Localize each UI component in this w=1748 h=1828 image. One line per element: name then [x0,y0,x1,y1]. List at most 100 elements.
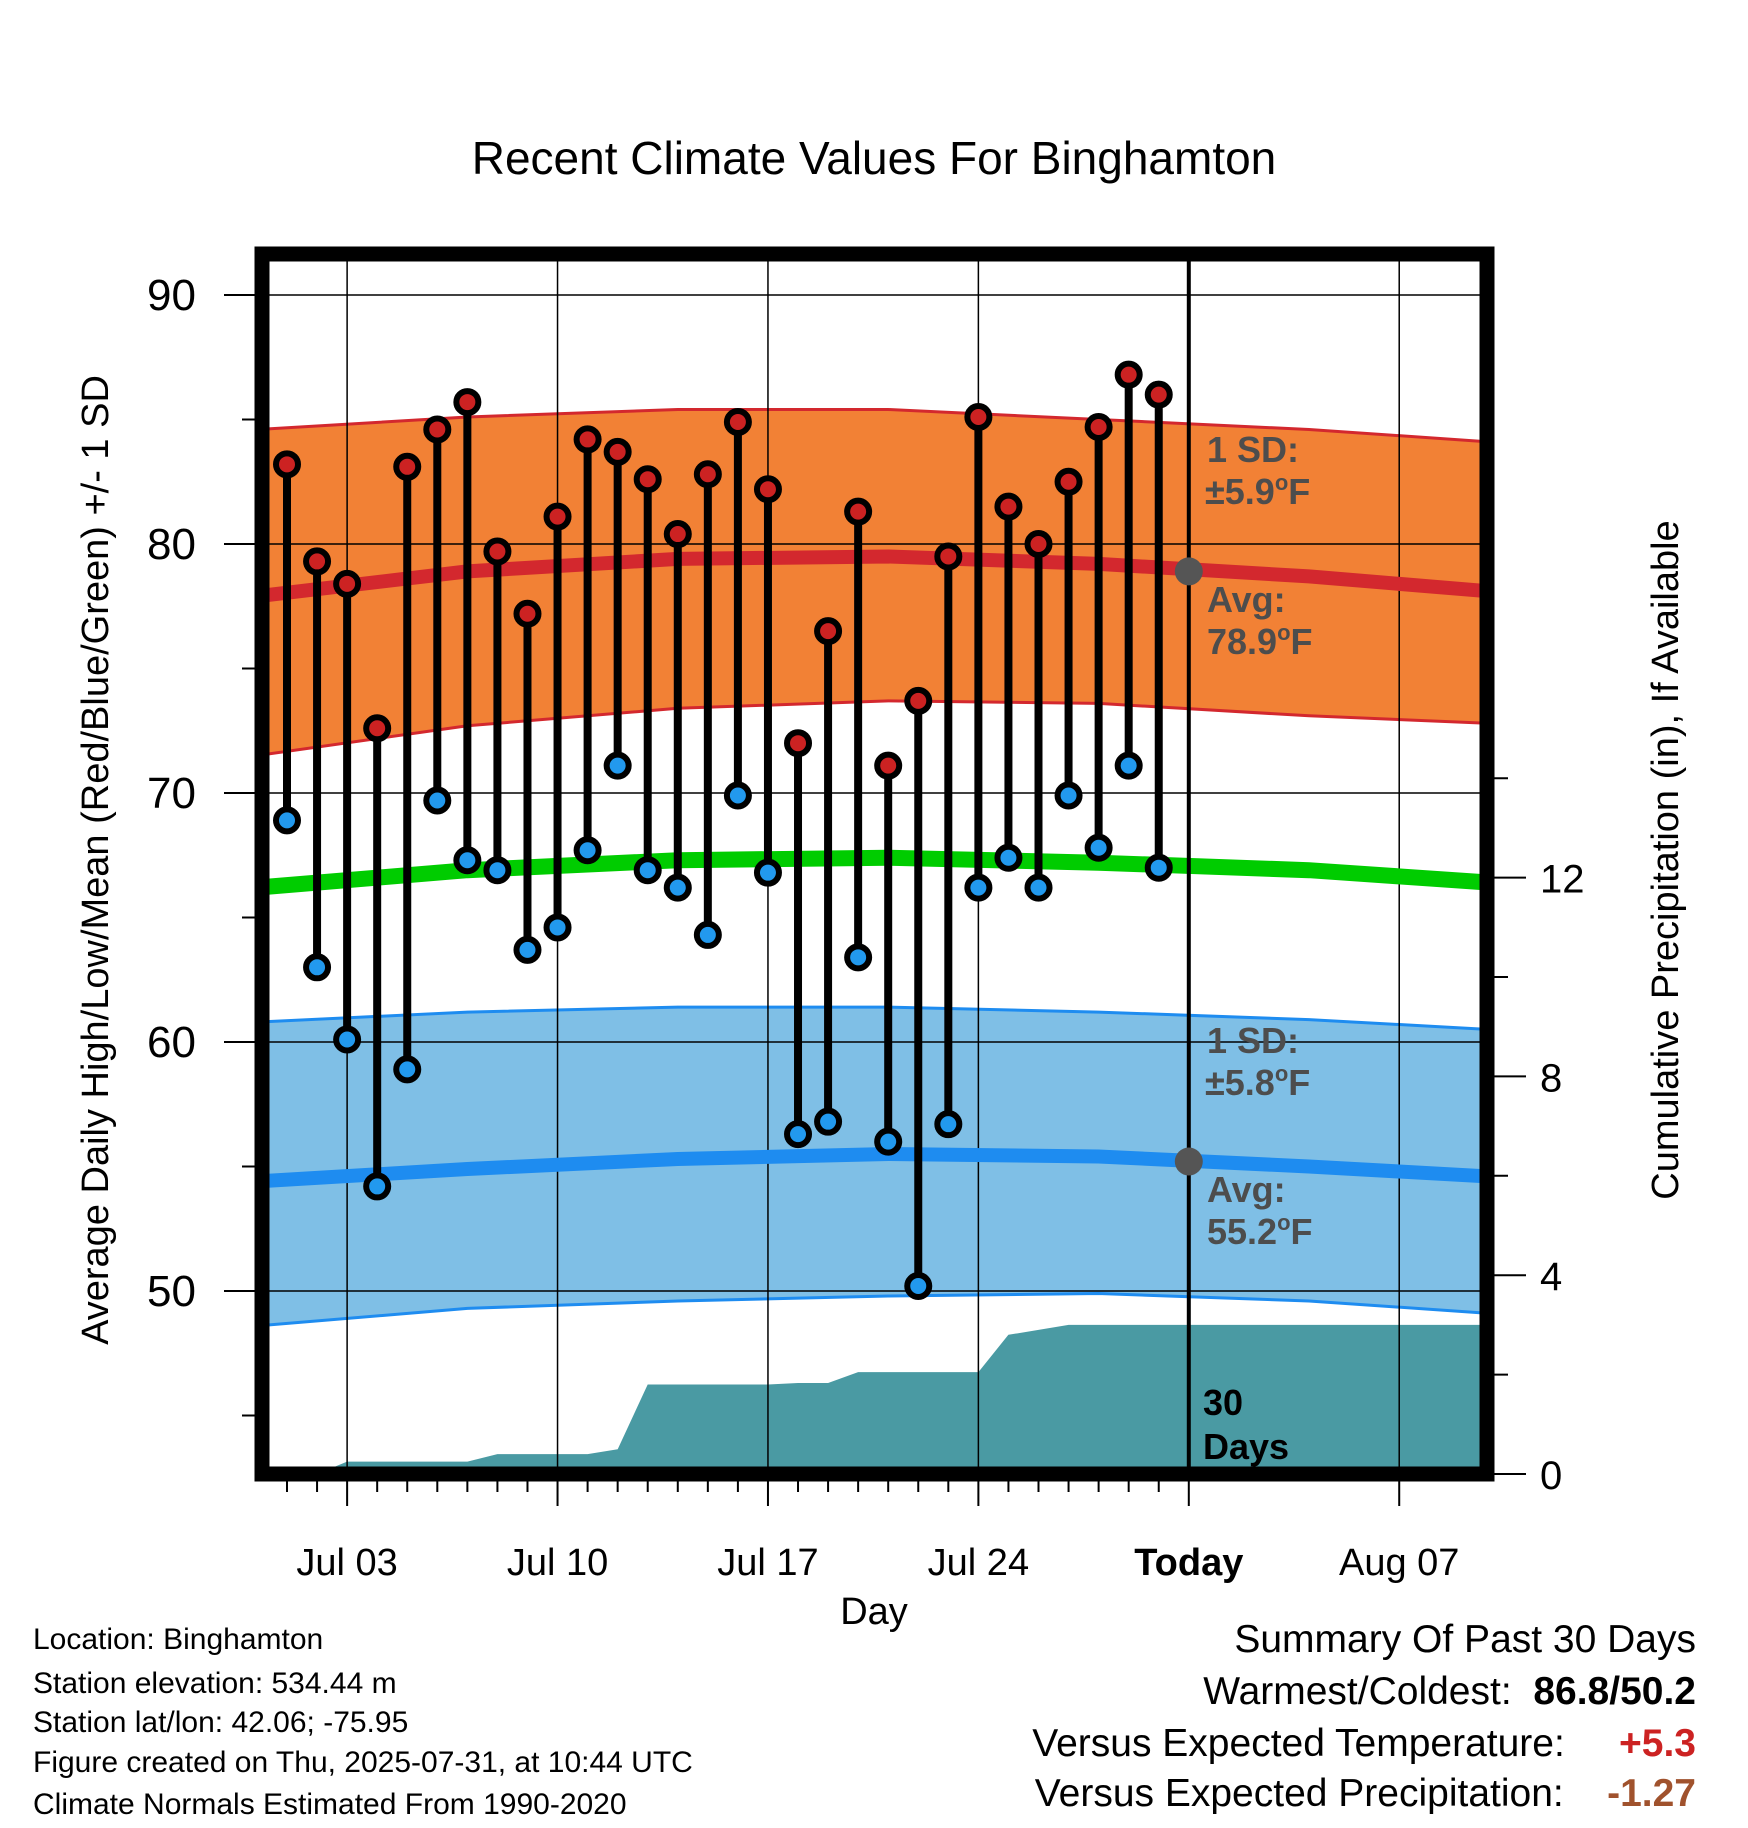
daily-high-point [1024,530,1053,558]
high-avg-value: 78.9oF [1207,620,1313,662]
summary-title: Summary Of Past 30 Days [1234,1618,1696,1661]
summary-precipitation: Versus Expected Precipitation: -1.27 [1035,1772,1696,1816]
high-sd-label: 1 SD: [1207,429,1299,470]
daily-low-point [1114,751,1143,780]
daily-low-point [573,836,602,865]
high-sd-value: ±5.9oF [1205,470,1310,512]
daily-low-point [844,943,873,972]
daily-high-point [453,388,482,417]
precip-anomaly-value: -1.27 [1607,1772,1696,1815]
daily-low-point [363,1172,392,1201]
chart-title: Recent Climate Values For Binghamton [472,132,1277,184]
daily-high-point [723,407,752,436]
daily-high-point [483,537,512,566]
y2-axis-label: Cumulative Precipitation (in), If Availa… [1645,520,1687,1199]
today-avg-low-marker [1174,1147,1203,1176]
x-tick-label: Jul 17 [717,1542,818,1584]
y2-tick-label: 4 [1540,1255,1562,1299]
daily-low-point [1024,873,1053,902]
location-text: Location: Binghamton [33,1623,324,1656]
x-axis-label: Day [840,1591,908,1633]
y-tick-label: 70 [147,769,196,818]
created-text: Figure created on Thu, 2025-07-31, at 10… [33,1746,693,1779]
low-avg-value: 55.2oF [1207,1210,1313,1252]
daily-low-point [393,1055,422,1084]
daily-high-point [753,475,782,504]
temp-anomaly-label: Versus Expected Temperature: [1032,1722,1565,1765]
daily-low-point [423,786,452,815]
y-tick-label: 80 [147,520,196,569]
window-label-number: 30 [1203,1382,1243,1423]
daily-low-point [1144,853,1173,882]
temp-anomaly-value: +5.3 [1619,1722,1696,1765]
summary-temperature: Versus Expected Temperature: +5.3 [1032,1722,1696,1766]
daily-low-point [453,846,482,875]
daily-high-point [1054,467,1083,496]
warmest-coldest-label: Warmest/Coldest: [1203,1670,1512,1713]
high-avg-label: Avg: [1207,579,1286,620]
avg-mean-line [262,849,1487,896]
daily-low-point [543,913,572,942]
plot-frame [254,246,1495,1482]
daily-low-point [513,935,542,964]
daily-high-point [784,729,813,758]
daily-high-point [273,450,301,479]
daily-high-point [964,403,993,432]
daily-high-point [693,460,722,489]
daily-high-point [363,714,392,743]
x-tick-label: Jul 24 [928,1542,1029,1584]
y2-tick-label: 12 [1540,858,1585,902]
daily-high-point [994,492,1023,521]
daily-low-point [693,920,722,949]
daily-high-point [663,520,692,549]
daily-high-point [333,569,362,598]
daily-low-point [964,873,993,902]
x-tick-label: Aug 07 [1339,1542,1459,1584]
daily-high-point [844,497,873,526]
today-avg-high-marker [1174,557,1203,586]
summary-warmest-coldest: Warmest/Coldest: 86.8/50.2 [1203,1670,1696,1714]
y-tick-label: 50 [147,1267,196,1316]
daily-low-point [483,856,512,885]
daily-low-point [303,953,332,982]
daily-low-point [1084,833,1113,862]
daily-low-point [273,806,301,835]
daily-low-point [723,781,752,810]
daily-high-point [393,452,422,481]
normals-text: Climate Normals Estimated From 1990-2020 [33,1788,627,1821]
daily-high-point [1084,412,1113,441]
precip-anomaly-label: Versus Expected Precipitation: [1034,1772,1564,1815]
daily-high-point [934,542,963,571]
y-tick-label: 60 [147,1018,196,1067]
daily-high-point [423,415,452,444]
y2-tick-label: 8 [1540,1056,1562,1100]
daily-high-point [603,437,632,466]
daily-low-point [633,856,662,885]
daily-high-point [303,547,332,576]
low-sd-band [262,1005,1487,1327]
daily-high-point [904,686,933,715]
daily-low-point [874,1127,903,1156]
low-sd-label: 1 SD: [1207,1020,1299,1061]
x-tick-label: Jul 03 [296,1542,397,1584]
warmest-coldest-value: 86.8/50.2 [1533,1670,1696,1713]
low-avg-label: Avg: [1207,1169,1286,1210]
elevation-text: Station elevation: 534.44 m [33,1667,397,1700]
x-tick-label: Jul 10 [507,1542,608,1584]
y-axis-label: Average Daily High/Low/Mean (Red/Blue/Gr… [75,375,117,1345]
daily-high-point [1144,380,1173,409]
y2-tick-label: 0 [1540,1454,1562,1498]
daily-high-point [814,617,843,646]
daily-high-point [1114,360,1143,389]
low-sd-value: ±5.8oF [1205,1061,1310,1103]
daily-high-point [633,465,662,494]
daily-low-point [333,1025,362,1054]
high-sd-band [262,408,1487,757]
x-tick-label: Today [1134,1542,1243,1584]
daily-low-point [994,843,1023,872]
precip-area [317,1324,1487,1474]
daily-low-point [603,751,632,780]
daily-high-point [543,502,572,531]
daily-high-point [874,751,903,780]
